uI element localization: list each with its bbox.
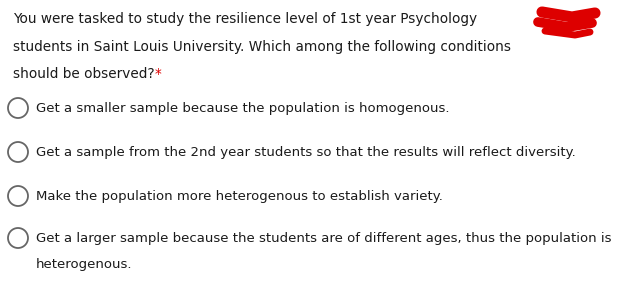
Circle shape xyxy=(8,142,28,162)
Text: Get a smaller sample because the population is homogenous.: Get a smaller sample because the populat… xyxy=(36,102,450,115)
Circle shape xyxy=(8,98,28,118)
Text: should be observed?: should be observed? xyxy=(13,67,159,81)
Text: Get a larger sample because the students are of different ages, thus the populat: Get a larger sample because the students… xyxy=(36,232,611,245)
Text: You were tasked to study the resilience level of 1st year Psychology: You were tasked to study the resilience … xyxy=(13,12,477,26)
Text: *: * xyxy=(155,67,162,81)
Circle shape xyxy=(8,186,28,206)
Text: Get a sample from the 2nd year students so that the results will reflect diversi: Get a sample from the 2nd year students … xyxy=(36,146,576,159)
Text: students in Saint Louis University. Which among the following conditions: students in Saint Louis University. Whic… xyxy=(13,39,511,54)
Text: Make the population more heterogenous to establish variety.: Make the population more heterogenous to… xyxy=(36,190,443,203)
Text: heterogenous.: heterogenous. xyxy=(36,258,133,271)
Circle shape xyxy=(8,228,28,248)
